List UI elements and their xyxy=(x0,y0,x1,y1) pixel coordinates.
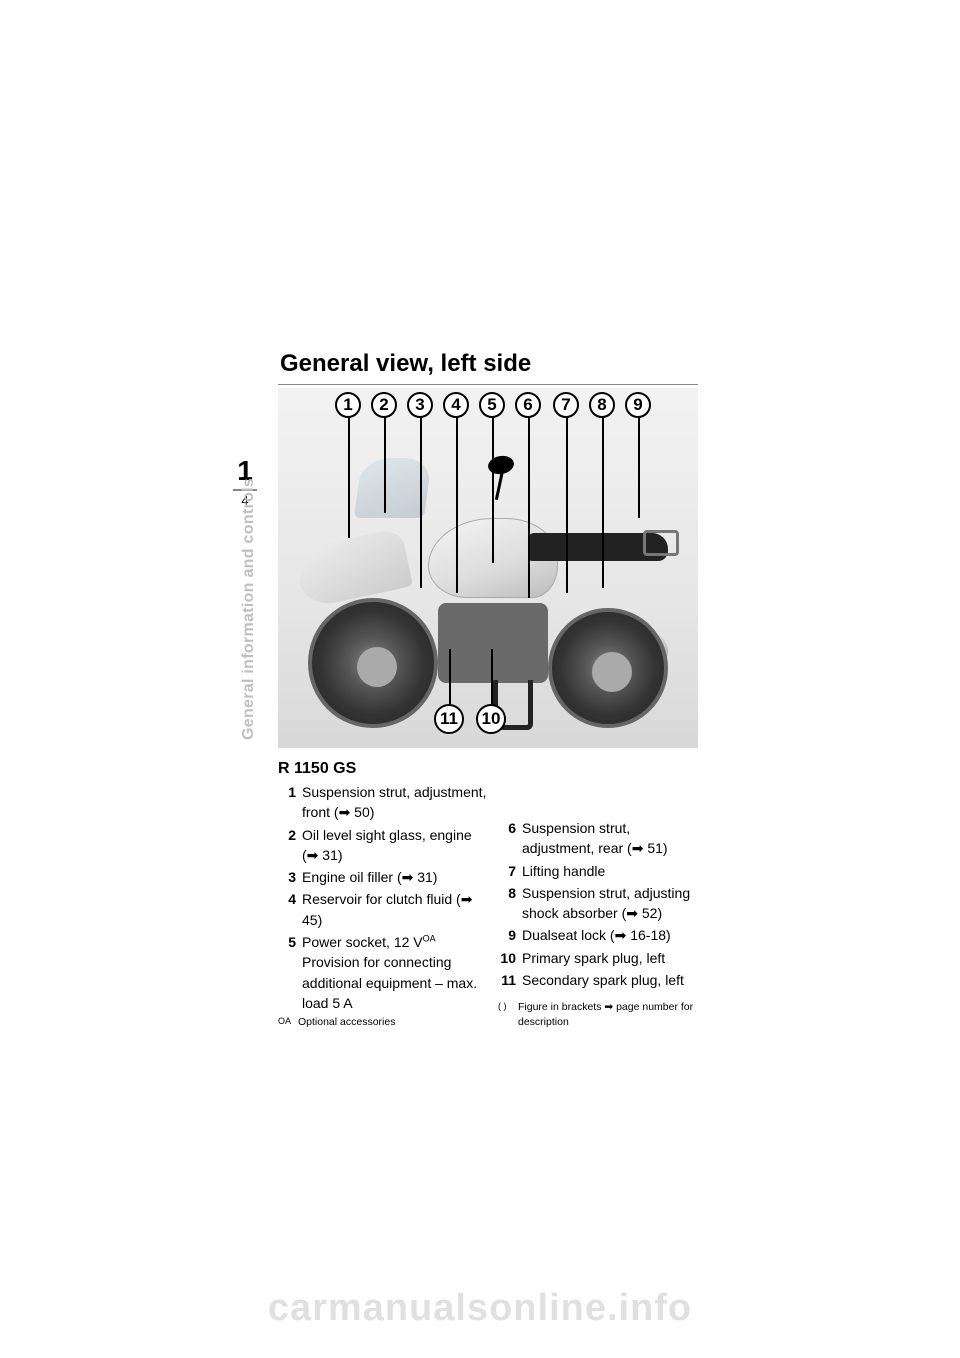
list-item-number: 1 xyxy=(278,782,296,823)
list-item-10: 10 Primary spark plug, left xyxy=(498,948,698,968)
list-item-9: 9 Dualseat lock (➡ 16-18) xyxy=(498,925,698,945)
list-item-number: 11 xyxy=(498,970,516,990)
list-item-number: 8 xyxy=(498,883,516,924)
list-item-text: Primary spark plug, left xyxy=(522,948,698,968)
list-item-4: 4Reservoir for clutch fluid (➡ 45) xyxy=(278,889,488,930)
footnote-right: ( ) Figure in brackets ➡ page number for… xyxy=(498,1000,698,1029)
list-item-text: Lifting handle xyxy=(522,861,698,881)
list-item-number: 6 xyxy=(498,818,516,859)
footnote-right-text: Figure in brackets ➡ page number for des… xyxy=(518,1000,698,1029)
motorcycle-illustration xyxy=(298,448,678,728)
list-item-text: Suspension strut, adjusting shock absorb… xyxy=(522,883,698,924)
watermark: carmanualsonline.info xyxy=(0,1287,960,1330)
list-item-number: 2 xyxy=(278,825,296,866)
list-item-text: Suspension strut, adjustment, rear (➡ 51… xyxy=(522,818,698,859)
section-vertical-label: General information and controls xyxy=(240,478,258,740)
moto-windshield xyxy=(354,458,432,518)
footnote-right-mark: ( ) xyxy=(498,1000,518,1029)
list-item-3: 3 Engine oil filler (➡ 31) xyxy=(278,867,488,887)
list-item-text: Reservoir for clutch fluid (➡ 45) xyxy=(302,889,488,930)
moto-front-hub xyxy=(357,647,397,687)
list-item-number: 4 xyxy=(278,889,296,930)
footnote-left: OA Optional accessories xyxy=(278,1015,488,1032)
figure-area xyxy=(278,388,698,748)
moto-front-wheel xyxy=(308,598,438,728)
list-item-number: 5 xyxy=(278,932,296,1013)
list-item-11: 11 Secondary spark plug, left xyxy=(498,970,698,990)
list-item-2: 2Oil level sight glass, engine (➡ 31) xyxy=(278,825,488,866)
list-item-7: 7 Lifting handle xyxy=(498,861,698,881)
list-item-8: 8Suspension strut, adjusting shock absor… xyxy=(498,883,698,924)
items-list-right: 6Suspension strut, adjustment, rear (➡ 5… xyxy=(498,818,698,992)
footnote-left-text: Optional accessories xyxy=(298,1015,395,1032)
list-item-number: 10 xyxy=(498,948,516,968)
heading-divider xyxy=(278,384,698,385)
moto-front-fender xyxy=(293,527,413,609)
list-item-number: 9 xyxy=(498,925,516,945)
moto-center-stand xyxy=(493,680,533,730)
list-item-1: 1Suspension strut, adjustment, front (➡ … xyxy=(278,782,488,823)
list-item-number: 7 xyxy=(498,861,516,881)
list-item-text: Secondary spark plug, left xyxy=(522,970,698,990)
moto-engine xyxy=(438,603,548,683)
list-item-text: Dualseat lock (➡ 16-18) xyxy=(522,925,698,945)
list-item-text: Oil level sight glass, engine (➡ 31) xyxy=(302,825,488,866)
list-item-text: Suspension strut, adjustment, front (➡ 5… xyxy=(302,782,488,823)
footnote-left-mark: OA xyxy=(278,1015,298,1032)
page-heading: General view, left side xyxy=(280,350,531,378)
model-heading: R 1150 GS xyxy=(278,760,356,778)
items-list-left: 1Suspension strut, adjustment, front (➡ … xyxy=(278,782,488,1015)
moto-rack xyxy=(643,530,679,556)
list-item-number: 3 xyxy=(278,867,296,887)
list-item-text: Engine oil filler (➡ 31) xyxy=(302,867,488,887)
moto-rear-wheel xyxy=(548,608,668,728)
list-item-5: 5Power socket, 12 VOAProvision for conne… xyxy=(278,932,488,1013)
list-item-text: Power socket, 12 VOAProvision for connec… xyxy=(302,932,488,1013)
moto-mirror-stem xyxy=(495,470,504,500)
moto-rear-hub xyxy=(592,652,632,692)
list-item-6: 6Suspension strut, adjustment, rear (➡ 5… xyxy=(498,818,698,859)
page: General view, left side 1 4 General info… xyxy=(0,0,960,1358)
